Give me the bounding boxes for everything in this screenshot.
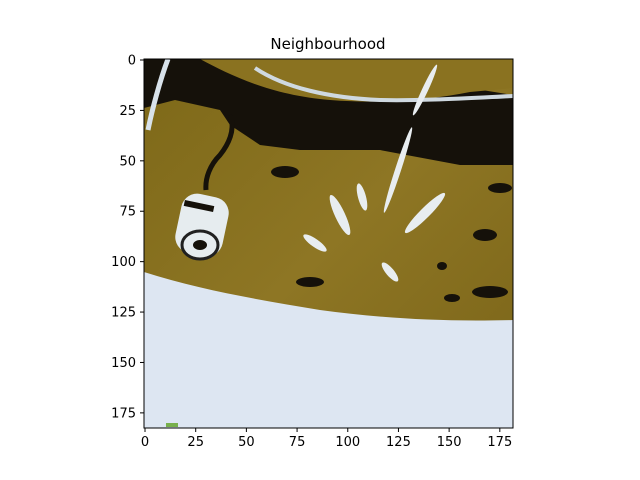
x-tick-label: 125 (386, 435, 411, 450)
y-tick-label: 175 (111, 406, 136, 421)
y-tick-label: 75 (119, 205, 136, 220)
x-tick-label: 50 (238, 435, 255, 450)
chart-title: Neighbourhood (270, 35, 385, 53)
left-highlight (145, 59, 171, 131)
pale-region (144, 272, 513, 428)
white-cylinder (175, 193, 229, 261)
x-axis: 0 25 50 75 100 125 150 175 (141, 428, 512, 450)
x-tick-label: 175 (487, 435, 512, 450)
y-axis: 0 25 50 75 100 125 150 175 (111, 54, 144, 421)
y-tick-label: 125 (111, 306, 136, 321)
dark-speckles (271, 166, 512, 302)
x-tick-label: 100 (335, 435, 360, 450)
y-tick-label: 100 (111, 255, 136, 270)
green-fleck (166, 423, 178, 427)
arch-highlight (253, 66, 513, 103)
axes-frame (143, 58, 514, 429)
y-tick-label: 50 (119, 154, 136, 169)
x-tick-label: 150 (437, 435, 462, 450)
burst-streaks (303, 64, 446, 282)
cable (203, 114, 235, 191)
y-tick-label: 150 (111, 356, 136, 371)
y-tick-label: 25 (119, 104, 136, 119)
x-tick-label: 75 (289, 435, 306, 450)
y-tick-label: 0 (128, 54, 136, 69)
x-tick-label: 0 (141, 435, 149, 450)
image-area (144, 59, 513, 428)
x-tick-label: 25 (187, 435, 204, 450)
